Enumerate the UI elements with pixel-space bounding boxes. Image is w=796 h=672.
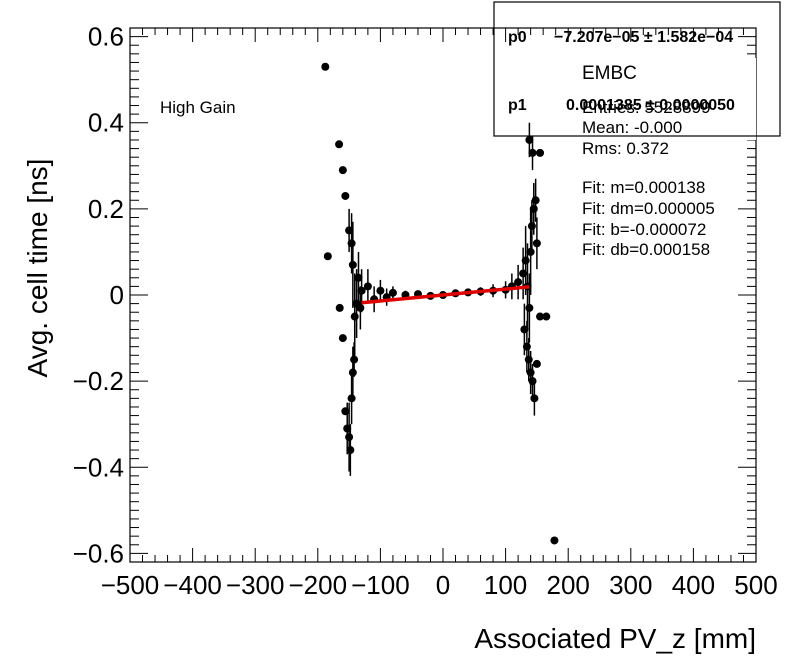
stats-box-background <box>570 58 756 140</box>
data-point <box>521 256 530 265</box>
fit-p0-name: p0 <box>508 29 527 46</box>
x-tick-label: −300 <box>226 570 285 600</box>
data-point <box>376 286 385 295</box>
data-point <box>526 368 535 377</box>
x-axis-title: Associated PV_z [mm] <box>474 623 756 654</box>
data-point <box>536 148 545 157</box>
stats-fit-m: Fit: m=0.000138 <box>582 178 705 197</box>
x-tick-label: 200 <box>547 570 590 600</box>
fit-parameter-box: p0 −7.207e−05 ± 1.582e−04 p1 0.0001385 ±… <box>493 1 781 137</box>
data-point <box>525 303 534 312</box>
x-tick-label: 400 <box>672 570 715 600</box>
data-point <box>345 433 354 442</box>
x-tick-label: 300 <box>609 570 652 600</box>
x-tick-label: −200 <box>289 570 348 600</box>
data-point <box>356 303 365 312</box>
data-point <box>347 239 356 248</box>
data-points <box>321 62 559 545</box>
stats-fit-dm: Fit: dm=0.000005 <box>582 199 715 218</box>
x-tick-label: 500 <box>734 570 777 600</box>
data-point <box>323 252 332 261</box>
data-point <box>354 273 363 282</box>
x-tick-label: −100 <box>351 570 410 600</box>
data-point <box>527 222 536 231</box>
data-point <box>526 247 535 256</box>
fit-line <box>361 285 530 305</box>
data-point <box>522 342 531 351</box>
y-tick-label: −0.2 <box>73 366 124 396</box>
x-tick-label: −400 <box>163 570 222 600</box>
data-point <box>536 312 545 321</box>
data-point <box>350 312 359 321</box>
y-tick-label: 0.4 <box>88 108 124 138</box>
x-tick-label: −500 <box>101 570 160 600</box>
fit-p1-value: 0.0001385 ± 0.0000050 <box>566 97 735 114</box>
data-point <box>363 282 372 291</box>
y-tick-label: −0.4 <box>73 452 124 482</box>
data-point <box>528 377 537 386</box>
y-tick-label: −0.6 <box>73 538 124 568</box>
data-point <box>528 148 537 157</box>
data-point <box>532 359 541 368</box>
data-point <box>524 355 533 364</box>
stats-box: EMBC Entries: 5528899 Mean: -0.000 Rms: … <box>570 58 756 259</box>
fit-box-border <box>493 1 781 137</box>
data-point <box>347 394 356 403</box>
data-point <box>542 312 551 321</box>
data-point <box>550 536 559 545</box>
data-point <box>514 278 523 287</box>
data-point <box>388 288 397 297</box>
x-axis: −500 −400 −300 −200 −100 0 100 200 300 400 500 <box>101 28 778 600</box>
data-point <box>529 204 538 213</box>
fit-line-group <box>361 285 530 305</box>
data-point <box>525 135 534 144</box>
stats-entries: Entries: 5528899 <box>582 98 711 117</box>
data-point <box>532 239 541 248</box>
data-point <box>346 446 355 455</box>
data-point <box>531 196 540 205</box>
data-point <box>335 303 344 312</box>
data-point <box>338 334 347 343</box>
data-point <box>350 355 359 364</box>
data-point <box>341 407 350 416</box>
stats-title: EMBC <box>582 63 637 84</box>
data-point <box>335 140 344 149</box>
stats-mean: Mean: -0.000 <box>582 118 682 137</box>
data-point <box>341 191 350 200</box>
y-tick-label: 0 <box>110 280 124 310</box>
high-gain-annotation: High Gain <box>160 98 236 117</box>
data-point <box>321 62 330 71</box>
data-point <box>348 260 357 269</box>
stats-rms: Rms: 0.372 <box>582 139 669 158</box>
stats-fit-db: Fit: db=0.000158 <box>582 240 710 259</box>
fit-p1-name: p1 <box>508 97 527 114</box>
data-point <box>338 166 347 175</box>
data-point <box>348 368 357 377</box>
x-tick-label: 100 <box>484 570 527 600</box>
x-tick-label: 0 <box>436 570 450 600</box>
fit-p0-value: −7.207e−05 ± 1.582e−04 <box>554 29 733 46</box>
y-axis-title: Avg. cell time [ns] <box>22 159 53 378</box>
data-point <box>357 286 366 295</box>
stats-fit-b: Fit: b=-0.000072 <box>582 220 706 239</box>
y-tick-label: 0.6 <box>88 22 124 52</box>
y-tick-label: 0.2 <box>88 194 124 224</box>
data-point <box>530 394 539 403</box>
y-axis: −0.6 −0.4 −0.2 0 0.2 0.4 0.6 <box>73 22 756 568</box>
